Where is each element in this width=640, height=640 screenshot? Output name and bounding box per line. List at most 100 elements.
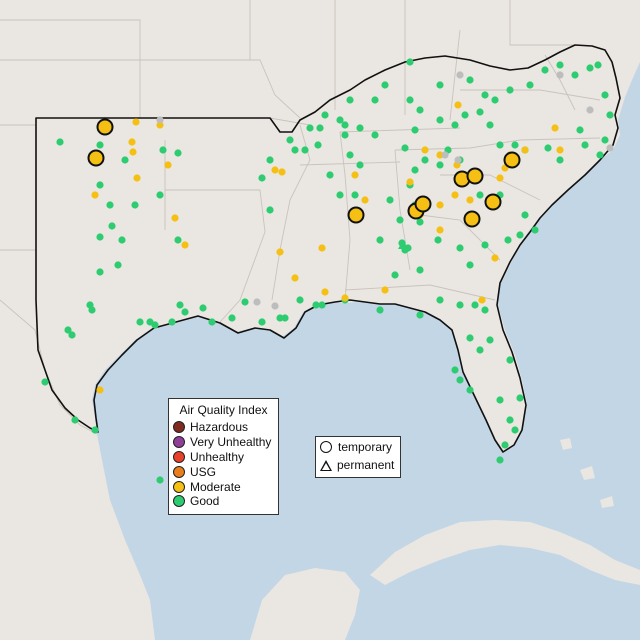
monitor-point[interactable] — [228, 314, 236, 322]
monitor-point[interactable] — [516, 231, 524, 239]
monitor-point[interactable] — [606, 111, 614, 119]
monitor-point[interactable] — [346, 151, 354, 159]
temporary-monitor-point[interactable] — [87, 149, 105, 167]
monitor-point[interactable] — [416, 218, 424, 226]
monitor-point[interactable] — [286, 136, 294, 144]
monitor-point[interactable] — [451, 121, 459, 129]
monitor-point[interactable] — [481, 306, 489, 314]
monitor-point[interactable] — [326, 171, 334, 179]
monitor-point[interactable] — [356, 124, 364, 132]
monitor-point[interactable] — [241, 298, 249, 306]
monitor-point[interactable] — [481, 91, 489, 99]
monitor-point[interactable] — [336, 116, 344, 124]
monitor-point[interactable] — [278, 168, 286, 176]
monitor-point[interactable] — [454, 101, 462, 109]
monitor-point[interactable] — [511, 426, 519, 434]
monitor-point[interactable] — [416, 311, 424, 319]
monitor-point[interactable] — [586, 64, 594, 72]
monitor-point[interactable] — [281, 314, 289, 322]
monitor-point[interactable] — [466, 76, 474, 84]
monitor-point[interactable] — [341, 121, 349, 129]
monitor-point[interactable] — [171, 214, 179, 222]
monitor-point[interactable] — [556, 71, 564, 79]
monitor-point[interactable] — [381, 81, 389, 89]
monitor-point[interactable] — [96, 233, 104, 241]
monitor-point[interactable] — [456, 244, 464, 252]
monitor-point[interactable] — [71, 416, 79, 424]
monitor-point[interactable] — [531, 226, 539, 234]
monitor-point[interactable] — [441, 151, 449, 159]
monitor-point[interactable] — [106, 201, 114, 209]
monitor-point[interactable] — [56, 138, 64, 146]
monitor-point[interactable] — [436, 116, 444, 124]
monitor-point[interactable] — [421, 146, 429, 154]
monitor-point[interactable] — [486, 121, 494, 129]
monitor-point[interactable] — [88, 306, 96, 314]
monitor-point[interactable] — [208, 318, 216, 326]
monitor-point[interactable] — [551, 124, 559, 132]
monitor-point[interactable] — [456, 376, 464, 384]
permanent-monitor-point[interactable] — [398, 240, 408, 249]
monitor-point[interactable] — [341, 131, 349, 139]
monitor-point[interactable] — [556, 61, 564, 69]
monitor-point[interactable] — [506, 356, 514, 364]
monitor-point[interactable] — [114, 261, 122, 269]
monitor-point[interactable] — [456, 71, 464, 79]
monitor-point[interactable] — [341, 294, 349, 302]
monitor-point[interactable] — [541, 66, 549, 74]
monitor-point[interactable] — [376, 306, 384, 314]
monitor-point[interactable] — [266, 156, 274, 164]
monitor-point[interactable] — [521, 211, 529, 219]
monitor-point[interactable] — [406, 178, 414, 186]
temporary-monitor-point[interactable] — [503, 151, 521, 169]
monitor-point[interactable] — [544, 144, 552, 152]
monitor-point[interactable] — [486, 336, 494, 344]
monitor-point[interactable] — [108, 222, 116, 230]
monitor-point[interactable] — [466, 261, 474, 269]
monitor-point[interactable] — [436, 226, 444, 234]
monitor-point[interactable] — [411, 166, 419, 174]
monitor-point[interactable] — [199, 304, 207, 312]
monitor-point[interactable] — [96, 181, 104, 189]
monitor-point[interactable] — [376, 236, 384, 244]
temporary-monitor-point[interactable] — [96, 118, 114, 136]
monitor-point[interactable] — [576, 126, 584, 134]
monitor-point[interactable] — [253, 298, 261, 306]
monitor-point[interactable] — [436, 296, 444, 304]
monitor-point[interactable] — [128, 138, 136, 146]
monitor-point[interactable] — [491, 96, 499, 104]
monitor-points[interactable] — [41, 58, 614, 504]
monitor-point[interactable] — [316, 124, 324, 132]
monitor-point[interactable] — [436, 81, 444, 89]
monitor-point[interactable] — [601, 91, 609, 99]
monitor-point[interactable] — [371, 131, 379, 139]
monitor-point[interactable] — [181, 308, 189, 316]
monitor-point[interactable] — [466, 386, 474, 394]
monitor-point[interactable] — [496, 396, 504, 404]
monitor-point[interactable] — [476, 191, 484, 199]
monitor-point[interactable] — [456, 301, 464, 309]
monitor-point[interactable] — [381, 286, 389, 294]
monitor-point[interactable] — [606, 144, 614, 152]
monitor-point[interactable] — [91, 426, 99, 434]
monitor-point[interactable] — [258, 174, 266, 182]
monitor-point[interactable] — [516, 394, 524, 402]
temporary-monitor-point[interactable] — [484, 193, 502, 211]
monitor-point[interactable] — [181, 241, 189, 249]
monitor-point[interactable] — [601, 136, 609, 144]
monitor-point[interactable] — [314, 141, 322, 149]
monitor-point[interactable] — [411, 126, 419, 134]
monitor-point[interactable] — [556, 156, 564, 164]
monitor-point[interactable] — [156, 191, 164, 199]
monitor-point[interactable] — [501, 441, 509, 449]
monitor-point[interactable] — [291, 274, 299, 282]
monitor-point[interactable] — [96, 268, 104, 276]
temporary-monitor-point[interactable] — [347, 206, 365, 224]
monitor-point[interactable] — [176, 301, 184, 309]
monitor-point[interactable] — [526, 81, 534, 89]
monitor-point[interactable] — [118, 236, 126, 244]
monitor-point[interactable] — [521, 146, 529, 154]
monitor-point[interactable] — [511, 141, 519, 149]
monitor-point[interactable] — [132, 118, 140, 126]
monitor-point[interactable] — [271, 166, 279, 174]
